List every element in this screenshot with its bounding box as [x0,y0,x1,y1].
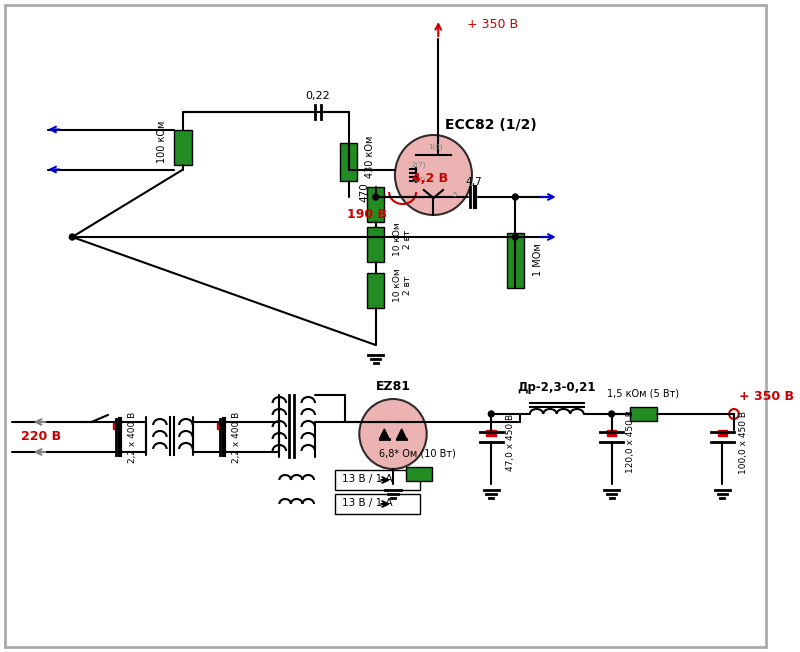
Text: 5: 5 [453,192,457,198]
Text: 0,22: 0,22 [306,91,330,101]
Bar [174,130,192,164]
Text: 2(7): 2(7) [412,162,426,168]
Circle shape [729,409,738,419]
Text: 2,2 х 400 В: 2,2 х 400 В [129,411,138,463]
Text: 4,7: 4,7 [466,177,482,187]
Bar [607,430,617,436]
Text: 47,0 х 450 В: 47,0 х 450 В [506,413,515,471]
Bar [486,430,496,436]
Circle shape [373,194,378,200]
Bar [340,143,358,181]
Circle shape [359,399,426,469]
Text: 13 В / 1 А: 13 В / 1 А [342,498,393,508]
Text: + 350 В: + 350 В [738,389,794,402]
Bar [367,226,384,261]
Text: 1(6): 1(6) [428,143,442,150]
Bar [406,467,431,481]
Text: Др-2,3-0,21: Др-2,3-0,21 [518,381,596,394]
Bar [335,470,420,490]
Text: 190 В: 190 В [346,209,386,222]
Text: 470: 470 [359,182,369,202]
Bar [335,494,420,514]
Bar [113,423,118,429]
Text: 10 кОм
2 вт: 10 кОм 2 вт [393,222,412,256]
Circle shape [488,411,494,417]
Circle shape [395,135,472,215]
Polygon shape [397,429,406,439]
Text: 220 В: 220 В [21,430,62,443]
Text: 13 В / 1 А: 13 В / 1 А [342,474,393,484]
Polygon shape [379,429,389,439]
Text: EZ81: EZ81 [375,379,410,393]
Text: 2,2 х 400 В: 2,2 х 400 В [233,411,242,463]
Bar [367,273,384,308]
Text: 100,0 х 450 В: 100,0 х 450 В [739,411,748,473]
Text: ЕСС82 (1/2): ЕСС82 (1/2) [446,118,537,132]
Bar [217,423,222,429]
Bar [630,407,657,421]
Text: 120,0 х 450 В: 120,0 х 450 В [626,411,635,473]
Bar [718,430,727,436]
Bar [506,233,524,288]
Text: 4,2 В: 4,2 В [412,173,448,186]
Text: 10 кОм
2 вт: 10 кОм 2 вт [393,268,412,302]
Text: + 350 В: + 350 В [467,18,518,31]
Bar [367,186,384,222]
Circle shape [513,234,518,240]
Circle shape [70,234,75,240]
Text: 100 кОм: 100 кОм [157,121,167,163]
Text: 6,8* Ом (10 Вт): 6,8* Ом (10 Вт) [378,449,455,459]
Text: 430 кОм: 430 кОм [365,136,375,178]
Circle shape [513,194,518,200]
Text: 1,5 кОм (5 Вт): 1,5 кОм (5 Вт) [607,389,679,399]
Circle shape [609,411,614,417]
Text: 3(8): 3(8) [412,177,426,183]
Text: 1 МОм: 1 МОм [534,244,543,276]
